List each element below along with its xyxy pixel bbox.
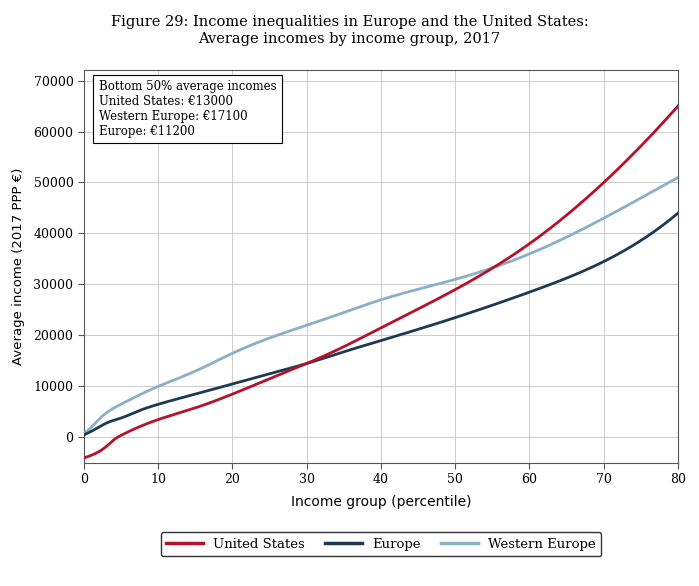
Text: Bottom 50% average incomes
United States: €13000
Western Europe: €17100
Europe: : Bottom 50% average incomes United States… bbox=[99, 80, 276, 138]
Legend: United States, Europe, Western Europe: United States, Europe, Western Europe bbox=[161, 532, 601, 556]
X-axis label: Income group (percentile): Income group (percentile) bbox=[291, 495, 471, 509]
Text: Average incomes by income group, 2017: Average incomes by income group, 2017 bbox=[199, 32, 500, 46]
Text: Figure 29: Income inequalities in Europe and the United States:: Figure 29: Income inequalities in Europe… bbox=[110, 15, 589, 29]
Y-axis label: Average income (2017 PPP €): Average income (2017 PPP €) bbox=[12, 168, 25, 365]
